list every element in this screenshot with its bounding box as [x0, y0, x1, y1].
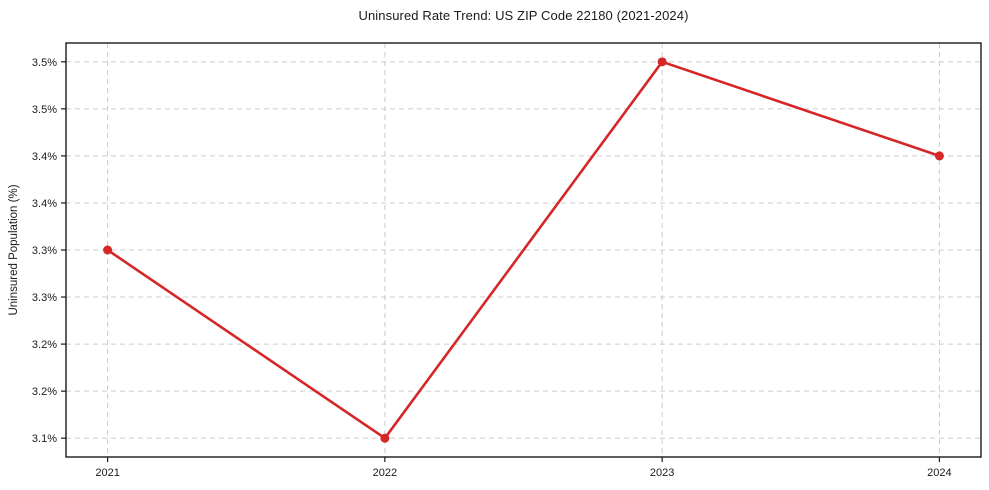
y-tick-label: 3.5% [32, 57, 57, 69]
y-tick-label: 3.4% [32, 151, 57, 163]
y-tick-label: 3.3% [32, 292, 57, 304]
y-tick-label: 3.4% [32, 198, 57, 210]
data-point-marker [103, 245, 113, 255]
x-tick-label: 2022 [373, 467, 397, 479]
y-tick-label: 3.2% [32, 339, 57, 351]
plot-border [65, 42, 982, 458]
data-point-marker [657, 57, 667, 67]
data-point-marker [934, 151, 944, 161]
trend-line [106, 60, 941, 440]
y-tick-label: 3.2% [32, 386, 57, 398]
y-tick-label: 3.3% [32, 245, 57, 257]
data-point-marker [380, 433, 390, 443]
x-tick-label: 2024 [927, 467, 951, 479]
x-tick-label: 2021 [95, 467, 119, 479]
y-tick-label: 3.5% [32, 104, 57, 116]
x-tick-label: 2023 [650, 467, 674, 479]
y-tick-label: 3.1% [32, 433, 57, 445]
chart-title: Uninsured Rate Trend: US ZIP Code 22180 … [358, 8, 689, 23]
